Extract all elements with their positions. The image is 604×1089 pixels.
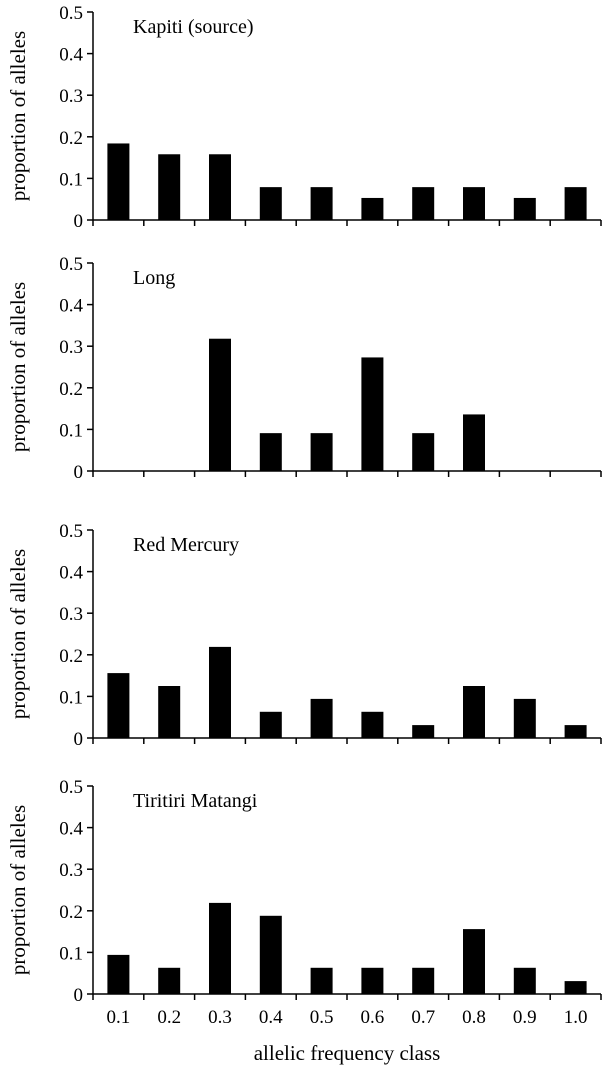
y-tick-label: 0.2	[59, 128, 83, 149]
bar-0.2	[158, 967, 181, 994]
y-tick-label: 0.4	[59, 563, 83, 584]
chart-panel-1: 0 0.1 0.2 0.3 0.4 0.5 Kapiti (source) proportio…	[6, 3, 602, 232]
bar-0.9	[513, 967, 536, 994]
bar-0.8	[463, 929, 485, 994]
bar-0.2	[158, 154, 181, 220]
bar-0.3	[209, 154, 231, 220]
bar-1.0	[564, 725, 587, 738]
bar-0.8	[463, 187, 485, 220]
y-tick-label: 0.1	[59, 420, 83, 441]
y-tick-label: 0.2	[59, 902, 83, 923]
bar-0.7	[412, 967, 435, 994]
bar-0.9	[513, 197, 536, 220]
bar-0.5	[310, 433, 333, 471]
y-tick-label: 0.4	[59, 296, 83, 317]
bar-0.1	[107, 143, 130, 220]
bar-0.3	[209, 902, 231, 994]
bar-0.4	[259, 187, 282, 220]
x-tick-label: 0.5	[310, 1007, 334, 1028]
x-tick-label: 0.6	[361, 1007, 385, 1028]
bar-0.7	[412, 725, 435, 738]
y-tick-label: 0.1	[59, 943, 83, 964]
y-axis-label: proportion of alleles	[6, 805, 30, 975]
x-tick-label: 0.8	[462, 1007, 486, 1028]
y-tick-label: 0.1	[59, 687, 83, 708]
bar-0.9	[513, 698, 536, 738]
bar-0.5	[310, 967, 333, 994]
y-tick-label: 0.2	[59, 646, 83, 667]
bar-0.5	[310, 698, 333, 738]
y-tick-label: 0.2	[59, 379, 83, 400]
chart-panel-4: 0 0.1 0.2 0.3 0.4 0.5 0.1 0.2 0.3 0.4 0.5 0.6 0.7 0.8…	[6, 777, 602, 1065]
bar-0.8	[463, 686, 485, 738]
bar-1.0	[564, 981, 587, 994]
bar-0.3	[209, 338, 231, 471]
x-tick-label: 0.3	[208, 1007, 232, 1028]
y-axis-label: proportion of alleles	[6, 31, 30, 201]
y-axis-label: proportion of alleles	[6, 549, 30, 719]
y-tick-label: 0	[74, 729, 84, 750]
x-tick-label: 0.9	[513, 1007, 537, 1028]
y-tick-label: 0.3	[59, 860, 83, 881]
bar-0.2	[158, 686, 181, 738]
bar-0.1	[107, 673, 130, 738]
chart-panel-2: 0 0.1 0.2 0.3 0.4 0.5 Long proportion of allele…	[6, 254, 602, 483]
panel-title: Long	[133, 267, 175, 289]
bar-0.7	[412, 433, 435, 471]
chart-panel-3: 0 0.1 0.2 0.3 0.4 0.5 Red Mercury proportion of…	[6, 521, 602, 750]
y-tick-label: 0	[74, 211, 84, 232]
y-tick-label: 0.4	[59, 45, 83, 66]
bar-0.4	[259, 915, 282, 994]
bar-0.8	[463, 414, 485, 471]
bar-0.4	[259, 711, 282, 738]
bar-0.1	[107, 954, 130, 994]
y-tick-label: 0.1	[59, 169, 83, 190]
panel-title: Kapiti (source)	[133, 16, 254, 38]
y-tick-label: 0	[74, 985, 84, 1006]
y-tick-label: 0	[74, 462, 84, 483]
y-tick-label: 0.4	[59, 819, 83, 840]
x-tick-label: 0.7	[411, 1007, 435, 1028]
x-tick-label: 1.0	[564, 1007, 588, 1028]
panel-title: Tiritiri Matangi	[133, 790, 258, 812]
y-tick-label: 0.3	[59, 604, 83, 625]
y-tick-label: 0.5	[59, 3, 83, 24]
bar-0.7	[412, 187, 435, 220]
y-tick-label: 0.5	[59, 777, 83, 798]
y-tick-label: 0.3	[59, 86, 83, 107]
x-tick-label: 0.4	[259, 1007, 283, 1028]
bar-0.5	[310, 187, 333, 220]
y-tick-label: 0.5	[59, 521, 83, 542]
x-tick-label: 0.2	[157, 1007, 181, 1028]
bar-0.6	[361, 711, 384, 738]
y-axis-label: proportion of alleles	[6, 282, 30, 452]
bar-0.6	[361, 967, 384, 994]
x-axis-label: allelic frequency class	[254, 1041, 441, 1065]
bar-0.3	[209, 646, 231, 738]
x-tick-label: 0.1	[107, 1007, 131, 1028]
bar-1.0	[564, 187, 587, 220]
y-tick-label: 0.3	[59, 337, 83, 358]
y-tick-label: 0.5	[59, 254, 83, 275]
bar-0.6	[361, 197, 384, 220]
bar-0.4	[259, 433, 282, 471]
panel-title: Red Mercury	[133, 534, 239, 556]
bar-0.6	[361, 357, 384, 471]
